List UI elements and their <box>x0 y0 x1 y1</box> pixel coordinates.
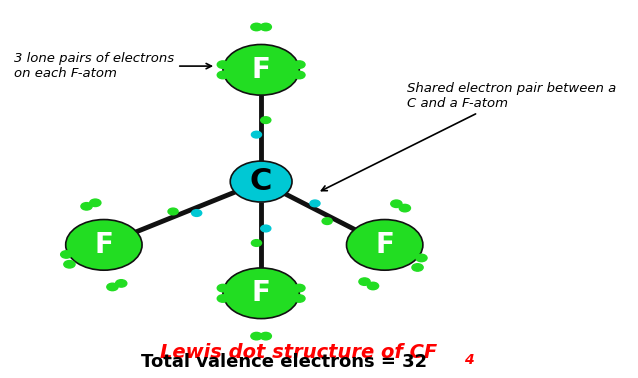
Text: Total valence electrons = 32: Total valence electrons = 32 <box>140 353 427 372</box>
Circle shape <box>261 225 271 232</box>
Circle shape <box>293 71 305 79</box>
Circle shape <box>218 61 228 68</box>
Circle shape <box>230 161 292 202</box>
Circle shape <box>390 200 402 208</box>
Circle shape <box>251 332 262 340</box>
Circle shape <box>218 284 228 292</box>
Circle shape <box>346 220 423 270</box>
Circle shape <box>251 240 262 246</box>
Circle shape <box>399 204 410 212</box>
Circle shape <box>310 200 320 207</box>
Circle shape <box>191 210 202 216</box>
Text: C: C <box>250 167 272 196</box>
Circle shape <box>223 45 299 95</box>
Circle shape <box>218 71 228 79</box>
Text: Shared electron pair between a
C and a F-atom: Shared electron pair between a C and a F… <box>322 82 616 191</box>
Circle shape <box>115 280 127 287</box>
Circle shape <box>251 23 262 31</box>
Circle shape <box>218 295 228 302</box>
Circle shape <box>66 220 142 270</box>
Circle shape <box>61 251 72 258</box>
Text: F: F <box>252 279 271 307</box>
Text: F: F <box>375 231 394 259</box>
Circle shape <box>293 61 305 68</box>
Circle shape <box>359 278 370 285</box>
Text: 4: 4 <box>464 353 474 367</box>
Text: 3 lone pairs of electrons
on each F-atom: 3 lone pairs of electrons on each F-atom <box>14 52 211 80</box>
Circle shape <box>260 23 271 31</box>
Circle shape <box>293 284 305 292</box>
Circle shape <box>90 199 101 206</box>
Circle shape <box>168 208 178 215</box>
Circle shape <box>416 254 427 262</box>
Circle shape <box>107 283 118 291</box>
Text: F: F <box>94 231 114 259</box>
Circle shape <box>223 268 299 319</box>
Circle shape <box>251 131 262 138</box>
Circle shape <box>322 218 332 225</box>
Circle shape <box>412 264 423 271</box>
Circle shape <box>260 332 271 340</box>
Circle shape <box>81 203 92 210</box>
Text: Lewis dot structure of CF: Lewis dot structure of CF <box>160 343 437 363</box>
Text: F: F <box>252 56 271 84</box>
Circle shape <box>367 282 378 290</box>
Circle shape <box>261 117 271 124</box>
Circle shape <box>293 295 305 302</box>
Circle shape <box>64 260 75 268</box>
